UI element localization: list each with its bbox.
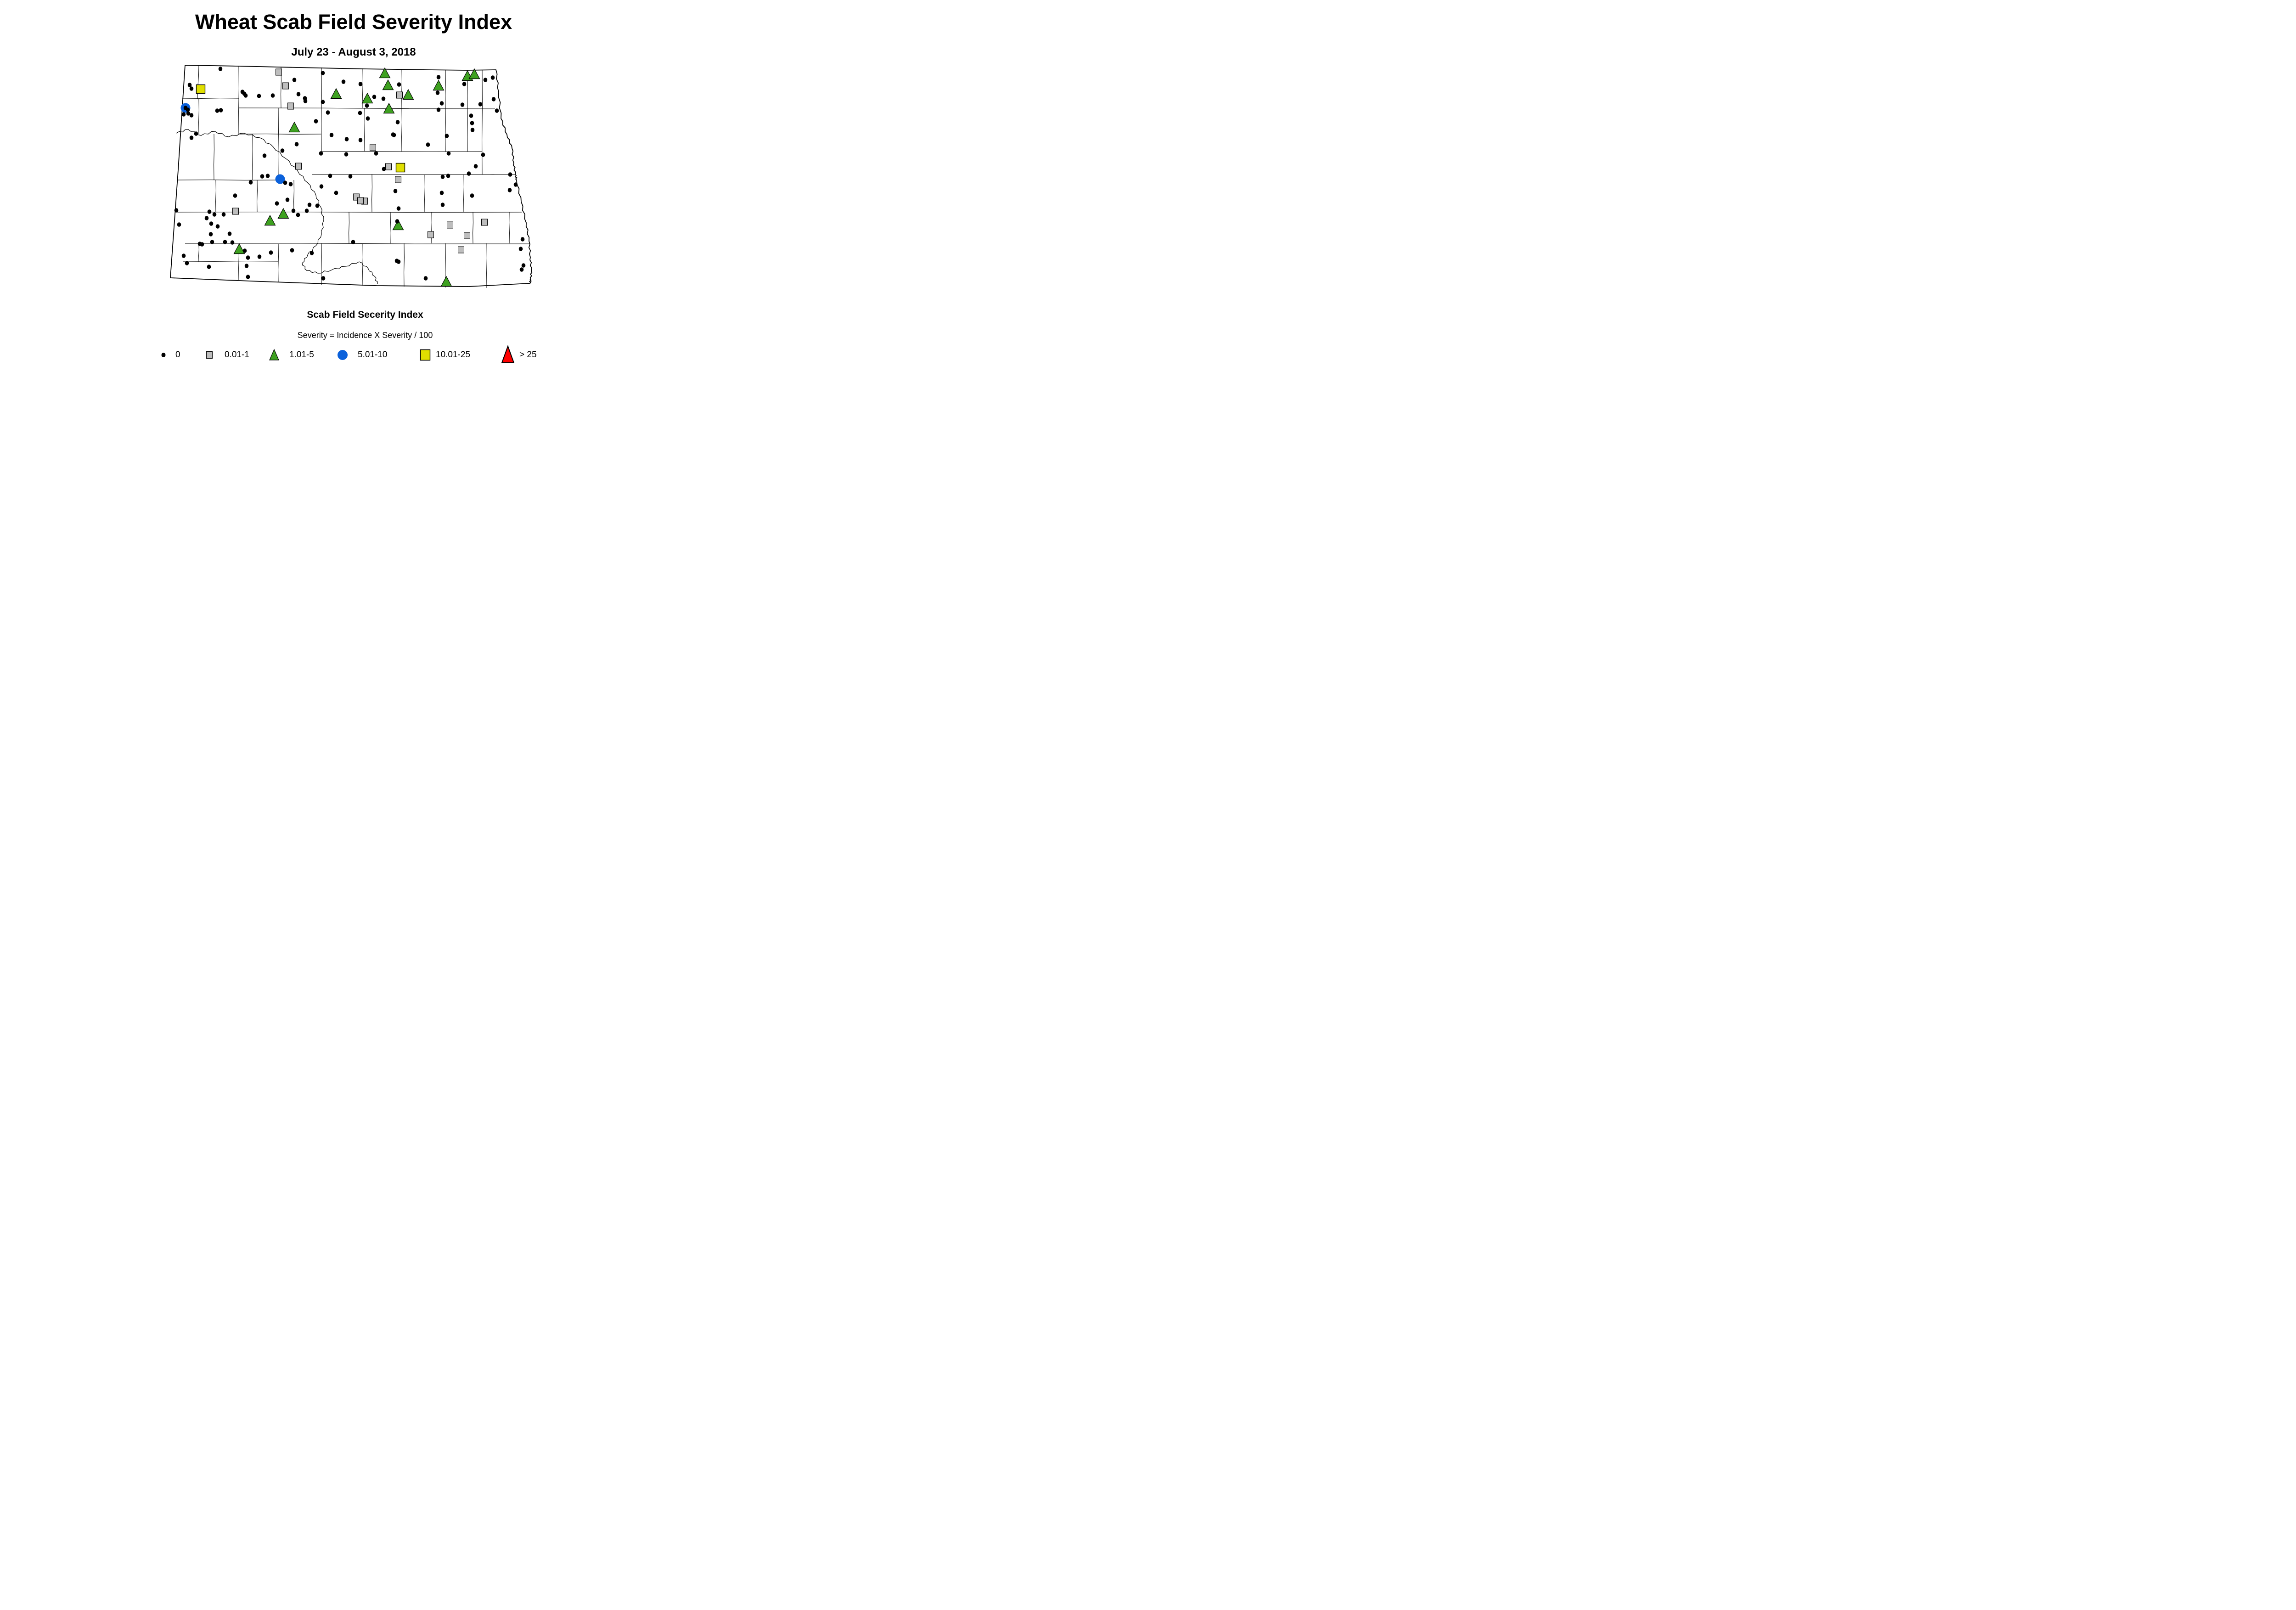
legend-marker-triangle-2 (266, 347, 282, 365)
marker-layer-gray-square (232, 68, 488, 253)
marker-layer-yellow-square (196, 84, 405, 173)
figure-page: { "title": "Wheat Scab Field Severity In… (0, 0, 707, 372)
page-title: Wheat Scab Field Severity Index (195, 10, 512, 34)
legend-label-0: 0 (175, 350, 180, 360)
legend-label-2: 1.01-5 (289, 350, 314, 360)
legend-marker-dot-0 (156, 347, 171, 365)
legend-marker-bigtriangle-5 (499, 344, 517, 368)
legend-title: Scab Field Secerity Index (307, 310, 423, 320)
page-subtitle: July 23 - August 3, 2018 (291, 46, 416, 58)
missouri-river-line (176, 129, 378, 284)
legend-marker-square-1 (202, 347, 217, 365)
marker-layer-black-dot (174, 67, 526, 281)
legend-formula: Severity = Incidence X Severity / 100 (297, 331, 433, 340)
legend-label-4: 10.01-25 (436, 350, 471, 360)
severity-map-svg (170, 65, 533, 288)
legend-marker-bigsquare-4 (417, 347, 433, 365)
nd-county-map (170, 64, 546, 294)
legend-marker-circle-3 (335, 347, 350, 365)
marker-layer-green-triangle (233, 67, 480, 287)
legend-label-3: 5.01-10 (358, 350, 388, 360)
legend-label-5: > 25 (519, 350, 537, 360)
county-borders (176, 65, 530, 288)
legend-label-1: 0.01-1 (225, 350, 249, 360)
